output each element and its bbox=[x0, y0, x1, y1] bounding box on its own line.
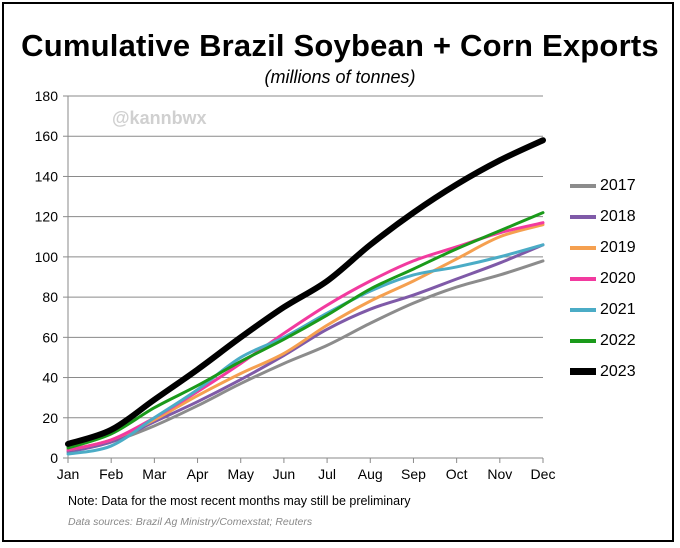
legend-swatch-2022 bbox=[570, 338, 596, 343]
legend-item-2023: 2023 bbox=[570, 356, 636, 387]
legend-item-2022: 2022 bbox=[570, 325, 636, 356]
x-tick-label-oct: Oct bbox=[446, 466, 468, 482]
x-tick-label-may: May bbox=[228, 466, 254, 482]
legend-swatch-2021 bbox=[570, 307, 596, 312]
legend-swatch-2018 bbox=[570, 214, 596, 219]
series-line-2022 bbox=[66, 211, 545, 450]
legend-item-2018: 2018 bbox=[570, 201, 636, 232]
gridlines bbox=[68, 95, 543, 419]
watermark: @kannbwx bbox=[112, 108, 207, 128]
x-tick-label-aug: Aug bbox=[358, 466, 383, 482]
legend-label-2017: 2017 bbox=[600, 176, 636, 194]
x-tick-labels: Jan Feb Mar Apr May Jun Jul Aug Sep Oct Nov Dec bbox=[57, 466, 556, 482]
chart-note: Note: Data for the most recent months ma… bbox=[68, 494, 411, 508]
legend-item-2017: 2017 bbox=[570, 170, 636, 201]
x-tick-label-feb: Feb bbox=[99, 466, 123, 482]
x-tick-label-jan: Jan bbox=[57, 466, 80, 482]
legend-swatch-2019 bbox=[570, 245, 596, 250]
x-tick-label-dec: Dec bbox=[531, 466, 556, 482]
y-tick-label-6: 120 bbox=[35, 209, 59, 225]
series-line-2018 bbox=[66, 243, 545, 454]
legend-label-2021: 2021 bbox=[600, 300, 636, 318]
legend: 2017 2018 2019 2020 2021 2022 2023 bbox=[570, 170, 636, 387]
chart-title: Cumulative Brazil Soybean + Corn Exports bbox=[21, 28, 659, 63]
y-tick-label-2: 40 bbox=[42, 370, 58, 386]
x-tick-label-jun: Jun bbox=[273, 466, 296, 482]
legend-swatch-2017 bbox=[570, 183, 596, 188]
chart-subtitle: (millions of tonnes) bbox=[264, 67, 416, 87]
series-lines bbox=[65, 137, 546, 456]
y-tick-label-5: 100 bbox=[35, 249, 59, 265]
legend-item-2020: 2020 bbox=[570, 263, 636, 294]
y-tick-labels: 0 20 40 60 80 100 120 140 160 180 bbox=[35, 88, 59, 466]
y-tick-label-4: 80 bbox=[42, 289, 58, 305]
x-tick-label-apr: Apr bbox=[187, 466, 209, 482]
legend-swatch-2020 bbox=[570, 276, 596, 281]
x-tick-label-sep: Sep bbox=[401, 466, 426, 482]
x-tick-label-nov: Nov bbox=[487, 466, 512, 482]
series-line-2017 bbox=[66, 259, 545, 452]
axes bbox=[63, 95, 544, 463]
y-tick-label-1: 20 bbox=[42, 410, 58, 426]
legend-label-2022: 2022 bbox=[600, 331, 636, 349]
legend-label-2023: 2023 bbox=[600, 362, 636, 380]
series-line-2023 bbox=[65, 137, 546, 447]
y-tick-label-9: 180 bbox=[35, 88, 59, 104]
legend-label-2020: 2020 bbox=[600, 269, 636, 287]
y-tick-label-7: 140 bbox=[35, 168, 59, 184]
x-tick-label-mar: Mar bbox=[142, 466, 166, 482]
legend-item-2019: 2019 bbox=[570, 232, 636, 263]
legend-item-2021: 2021 bbox=[570, 294, 636, 325]
y-tick-label-8: 160 bbox=[35, 128, 59, 144]
legend-swatch-2023 bbox=[570, 368, 596, 375]
y-tick-label-0: 0 bbox=[50, 450, 58, 466]
legend-label-2019: 2019 bbox=[600, 238, 636, 256]
chart-source: Data sources: Brazil Ag Ministry/Comexst… bbox=[68, 516, 313, 528]
series-line-2021 bbox=[66, 243, 545, 456]
legend-label-2018: 2018 bbox=[600, 207, 636, 225]
x-tick-label-jul: Jul bbox=[318, 466, 336, 482]
y-tick-label-3: 60 bbox=[42, 329, 58, 345]
